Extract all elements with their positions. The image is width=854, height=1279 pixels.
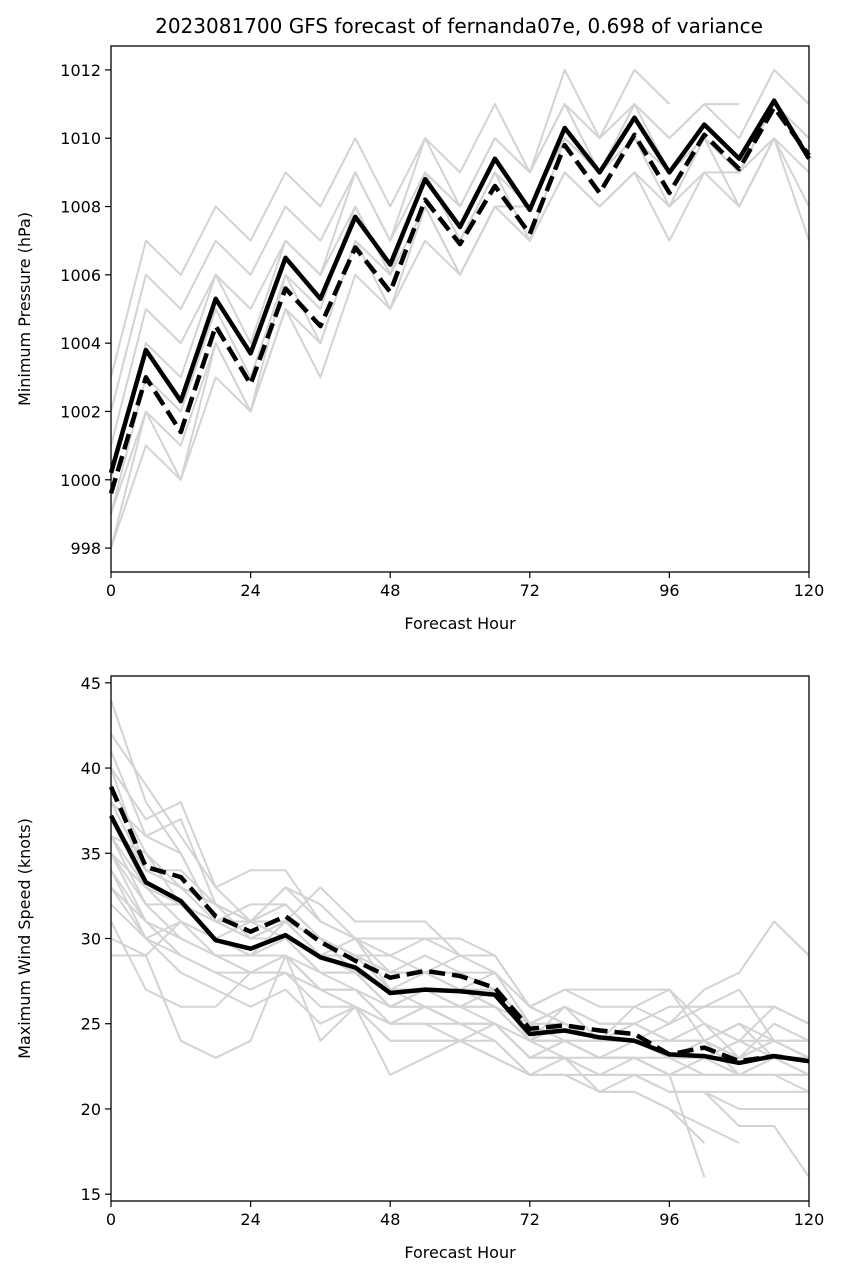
pressure-member-line-3: [110, 68, 810, 446]
pressure-dashed-line: [108, 105, 811, 495]
pressure-member-line-5: [110, 103, 810, 515]
wind-xtick-label: 0: [106, 1210, 116, 1229]
pressure-ytick-label: 1010: [60, 129, 101, 148]
wind-xtick-label: 96: [659, 1210, 679, 1229]
pressure-ytick-label: 1000: [60, 471, 101, 490]
chart-title: 2023081700 GFS forecast of fernanda07e, …: [155, 14, 763, 38]
wind-xaxis-label: Forecast Hour: [404, 1243, 516, 1262]
wind-member-line-4: [110, 767, 810, 1059]
wind-xtick-label: 48: [380, 1210, 400, 1229]
wind-ytick-label: 45: [81, 674, 101, 693]
pressure-xtick-label: 120: [794, 581, 825, 600]
pressure-member-line-4: [110, 103, 810, 481]
wind-panel: 0 24 48 72 96 120 15 20 25 30 35 40 45 Forecast Hour M…: [15, 674, 824, 1262]
pressure-ytick-label: 1006: [60, 266, 101, 285]
pressure-axes-frame: [110, 45, 810, 573]
wind-member-line-2: [110, 733, 810, 1059]
wind-xtick-label: 120: [794, 1210, 825, 1229]
pressure-solid-line: [108, 98, 811, 474]
wind-yaxis-label: Maximum Wind Speed (knots): [15, 818, 34, 1059]
pressure-ytick-label: 1004: [60, 334, 101, 353]
wind-ytick-label: 35: [81, 844, 101, 863]
wind-member-line-21: [110, 818, 810, 1059]
wind-member-line-24: [110, 767, 809, 1059]
pressure-xtick-label: 0: [106, 581, 116, 600]
pressure-xtick-label: 24: [240, 581, 260, 600]
pressure-member-line-8: [110, 137, 810, 515]
pressure-ytick-label: 1002: [60, 402, 101, 421]
wind-member-line-16: [110, 903, 705, 1144]
wind-member-line-15: [110, 886, 706, 1178]
wind-ytick-label: 20: [81, 1100, 101, 1119]
wind-xtick-label: 72: [520, 1210, 540, 1229]
pressure-xtick-label: 96: [659, 581, 679, 600]
wind-ytick-label: 40: [81, 759, 101, 778]
wind-member-line-17: [110, 921, 809, 1076]
wind-ytick-label: 15: [81, 1185, 101, 1204]
wind-member-line-9: [110, 835, 810, 1093]
pressure-yaxis-label: Minimum Pressure (hPa): [15, 212, 34, 406]
wind-member-line-18: [110, 937, 810, 1093]
wind-ytick-label: 30: [81, 930, 101, 949]
wind-solid-line: [109, 814, 810, 1066]
pressure-panel: 0 24 48 72 96 120 998 1000 1002 1004 1006 1008 1010 1…: [15, 45, 825, 633]
pressure-ytick-label: 998: [70, 539, 101, 558]
pressure-xaxis-label: Forecast Hour: [404, 614, 516, 633]
wind-ytick-label: 25: [81, 1015, 101, 1034]
wind-dashed-line: [108, 785, 810, 1064]
wind-xtick-label: 24: [240, 1210, 260, 1229]
pressure-ytick-label: 1008: [60, 198, 101, 217]
pressure-xtick-label: 48: [380, 581, 400, 600]
pressure-ytick-label: 1012: [60, 61, 101, 80]
pressure-member-line-1: [110, 68, 671, 378]
wind-member-line-23: [110, 801, 810, 1059]
pressure-xtick-label: 72: [520, 581, 540, 600]
